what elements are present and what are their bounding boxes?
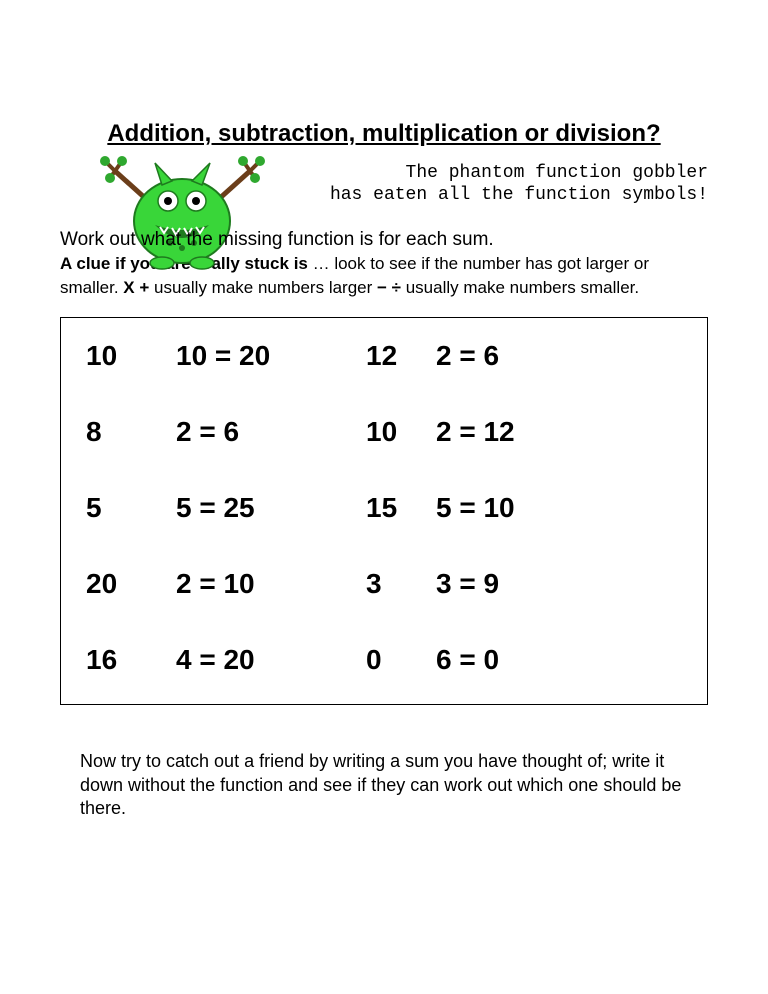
clue-sym-larger: X +: [123, 278, 149, 297]
p-2-a: 5: [86, 492, 176, 524]
subtitle-block: The phantom function gobbler has eaten a…: [60, 158, 708, 218]
p-0-b: 10 = 20: [176, 340, 366, 372]
p-0-d: 2 = 6: [436, 340, 682, 372]
subtitle-line-2: has eaten all the function symbols!: [330, 185, 708, 205]
p-3-a: 20: [86, 568, 176, 600]
p-1-c: 10: [366, 416, 436, 448]
worksheet-page: Addition, subtraction, multiplication or…: [0, 0, 768, 861]
clue-mid2: usually make numbers larger: [149, 278, 377, 297]
p-3-b: 2 = 10: [176, 568, 366, 600]
p-1-b: 2 = 6: [176, 416, 366, 448]
p-3-c: 3: [366, 568, 436, 600]
p-2-b: 5 = 25: [176, 492, 366, 524]
p-0-a: 10: [86, 340, 176, 372]
subtitle-line-1: The phantom function gobbler: [406, 163, 708, 183]
p-3-d: 3 = 9: [436, 568, 682, 600]
p-0-c: 12: [366, 340, 436, 372]
problems-grid: 10 10 = 20 12 2 = 6 8 2 = 6 10 2 = 12 5 …: [86, 340, 682, 676]
p-2-c: 15: [366, 492, 436, 524]
p-1-d: 2 = 12: [436, 416, 682, 448]
problems-box: 10 10 = 20 12 2 = 6 8 2 = 6 10 2 = 12 5 …: [60, 317, 708, 705]
clue-sym-smaller: − ÷: [377, 278, 401, 297]
footer-instruction: Now try to catch out a friend by writing…: [60, 750, 708, 820]
instruction-line: Work out what the missing function is fo…: [60, 228, 708, 252]
monster-illustration: [100, 143, 265, 273]
p-4-d: 6 = 0: [436, 644, 682, 676]
p-4-c: 0: [366, 644, 436, 676]
clue-end: usually make numbers smaller.: [401, 278, 639, 297]
p-1-a: 8: [86, 416, 176, 448]
p-4-a: 16: [86, 644, 176, 676]
p-2-d: 5 = 10: [436, 492, 682, 524]
p-4-b: 4 = 20: [176, 644, 366, 676]
